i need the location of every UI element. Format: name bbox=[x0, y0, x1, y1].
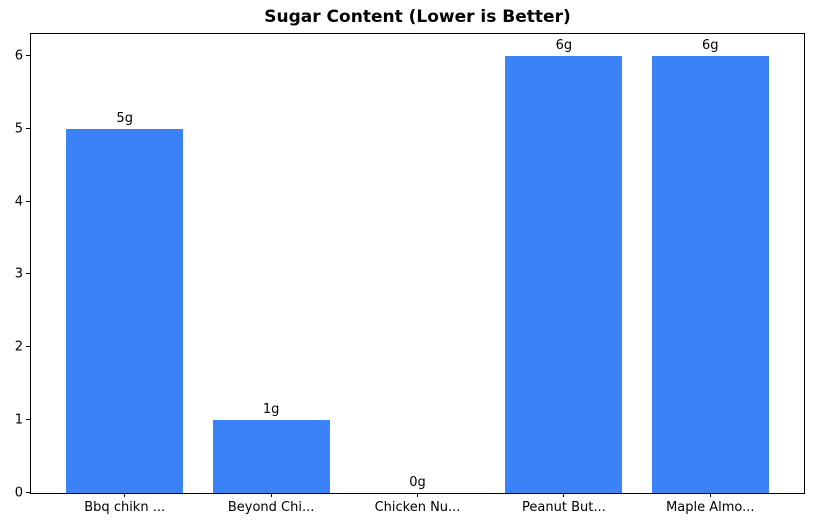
x-tick-mark bbox=[563, 493, 565, 497]
x-tick-mark bbox=[124, 493, 126, 497]
bar-value-label: 0g bbox=[409, 475, 426, 490]
bar-value-label: 6g bbox=[555, 37, 573, 53]
y-tick-label: 1 bbox=[14, 412, 23, 428]
bar bbox=[651, 55, 769, 493]
x-tick-label: Peanut But... bbox=[522, 500, 606, 515]
y-tick-label: 4 bbox=[14, 194, 23, 210]
y-tick-mark bbox=[26, 346, 30, 348]
x-tick-label: Bbq chikn ... bbox=[84, 500, 166, 515]
y-tick-label: 5 bbox=[14, 121, 23, 137]
x-tick-mark bbox=[709, 493, 711, 497]
y-tick-mark bbox=[26, 492, 30, 493]
x-tick-mark bbox=[270, 493, 272, 497]
x-tick-mark bbox=[417, 493, 418, 497]
y-tick-mark bbox=[26, 273, 30, 275]
bar bbox=[212, 420, 330, 493]
y-tick-label: 0 bbox=[14, 485, 23, 501]
x-tick-label: Beyond Chi... bbox=[227, 500, 315, 515]
x-tick-label: Maple Almo... bbox=[666, 500, 755, 515]
y-tick-mark bbox=[26, 200, 30, 202]
y-tick-label: 6 bbox=[14, 48, 23, 64]
bar-value-label: 6g bbox=[702, 37, 719, 53]
x-tick-label: Chicken Nu... bbox=[374, 500, 461, 515]
bar bbox=[505, 55, 623, 493]
y-tick-label: 3 bbox=[14, 266, 23, 282]
bar-value-label: 1g bbox=[262, 402, 280, 418]
plot-area: 0 1 2 3 4 5 6 5g Bbq chikn ... 1g Beyond Chi... 0g C… bbox=[15, 33, 805, 515]
y-tick-label: 2 bbox=[14, 339, 23, 355]
y-tick-mark bbox=[26, 127, 30, 129]
y-tick-mark bbox=[26, 54, 30, 56]
bar bbox=[66, 128, 184, 493]
bar-value-label: 5g bbox=[116, 110, 133, 126]
chart-title: Sugar Content (Lower is Better) bbox=[264, 7, 571, 27]
y-tick-mark bbox=[26, 419, 30, 421]
